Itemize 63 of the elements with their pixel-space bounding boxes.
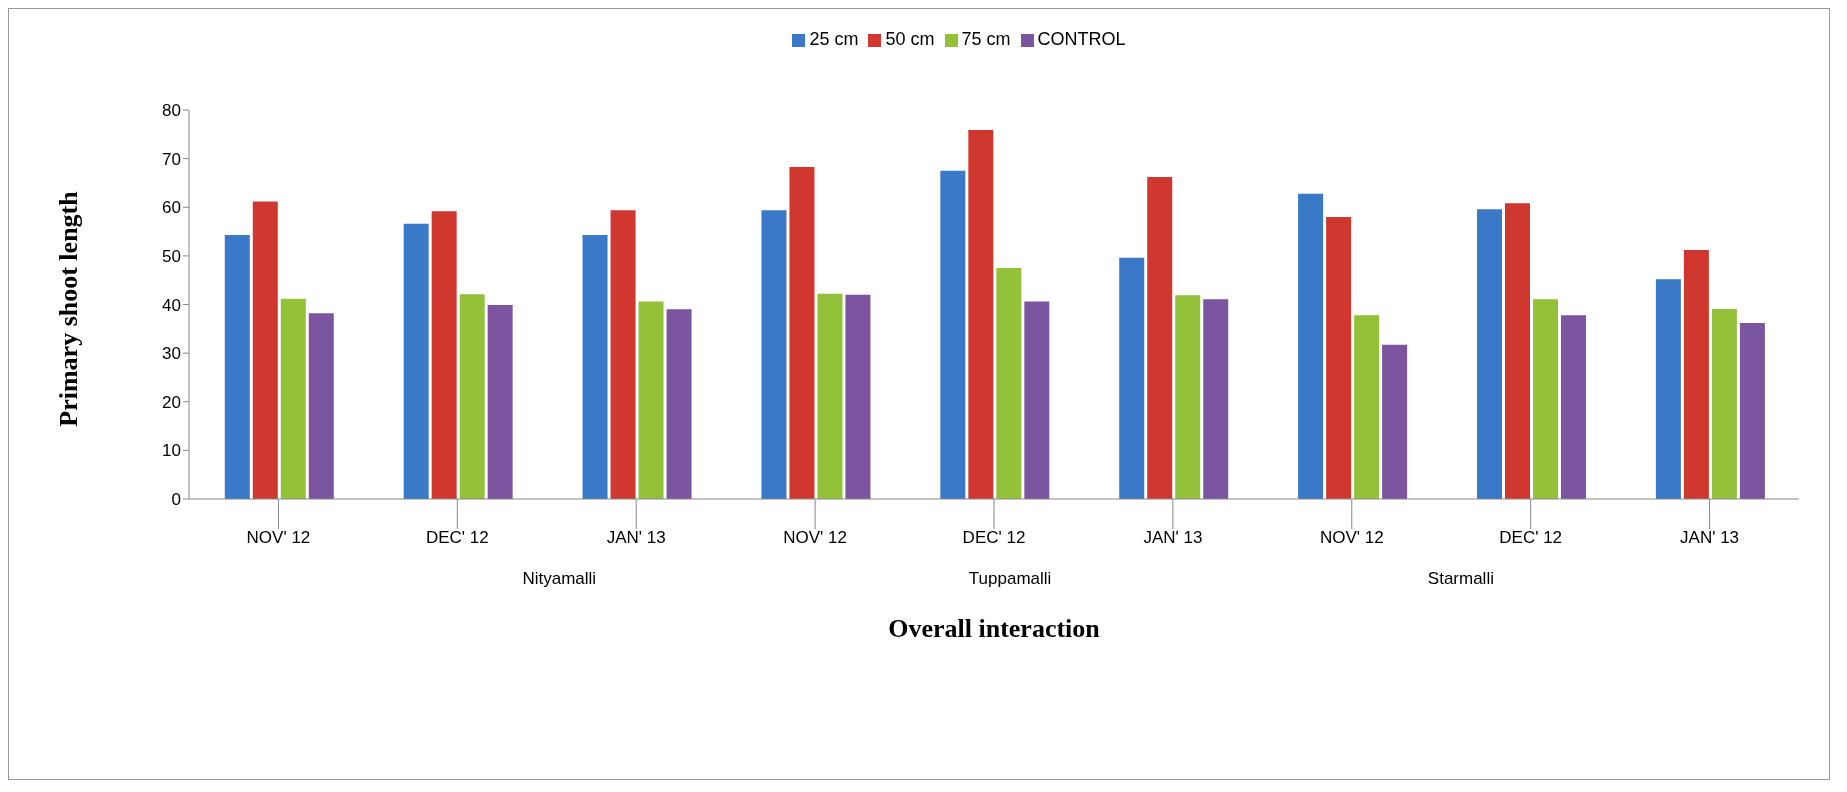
bar: [610, 210, 636, 499]
bar: [1024, 301, 1050, 499]
y-tick-label: 10: [162, 441, 181, 461]
text: Starmalli: [1427, 569, 1494, 589]
bar: [459, 294, 485, 499]
bar: [224, 234, 250, 499]
bar: [403, 223, 429, 499]
bar: [817, 293, 843, 499]
x-tick-label: JAN' 13: [1143, 528, 1203, 548]
x-tick-label: NOV' 12: [783, 528, 847, 548]
bar: [1354, 315, 1380, 499]
bar: [1655, 279, 1681, 499]
legend-label: CONTROL: [1037, 29, 1126, 49]
x-tick-label: DEC' 12: [962, 528, 1026, 548]
bar: [582, 234, 608, 499]
y-tick-label: 40: [162, 295, 181, 315]
bar: [1119, 257, 1145, 499]
y-tick-label: 70: [162, 149, 181, 169]
bar: [1739, 322, 1765, 499]
bar: [1505, 203, 1530, 499]
bar: [431, 211, 457, 499]
x-tick-label: JAN' 13: [606, 528, 666, 548]
y-tick-label: 20: [162, 392, 181, 412]
x-tick-label: NOV' 12: [1319, 528, 1384, 548]
bar: [1533, 299, 1558, 499]
bar: [1203, 299, 1229, 499]
bar: [308, 313, 334, 499]
bar: [1561, 315, 1586, 499]
bar: [1382, 344, 1408, 499]
bar: [761, 210, 787, 499]
bar: [1326, 216, 1352, 499]
legend-label: 75 cm: [961, 29, 1011, 49]
y-tick-label: 80: [162, 101, 181, 121]
x-tick-label: JAN' 13: [1680, 528, 1740, 548]
y-tick-label: 60: [162, 198, 181, 218]
bar: [1477, 209, 1502, 499]
x-tick-label: NOV' 12: [246, 528, 311, 548]
x-axis-title: Overall interaction: [888, 614, 1100, 644]
bar: [252, 201, 278, 499]
bar: [1175, 295, 1201, 499]
bar: [638, 301, 664, 499]
text: Nityamalli: [522, 569, 597, 589]
bar: [1711, 308, 1737, 499]
y-axis-title: Primary shoot length: [54, 191, 84, 427]
y-tick-label: 50: [162, 246, 181, 266]
legend-label: 25 cm: [809, 29, 859, 49]
bar: [1683, 250, 1709, 499]
y-tick-label: 30: [162, 344, 181, 364]
bar: [1298, 193, 1324, 499]
bar: [666, 309, 692, 499]
bar: [280, 298, 306, 499]
bar: [996, 268, 1022, 499]
bar: [789, 166, 815, 499]
x-tick-label: DEC' 12: [1499, 528, 1563, 548]
bar: [487, 304, 513, 499]
y-tick-label: 0: [171, 490, 181, 510]
bar: [968, 129, 994, 499]
bar: [940, 170, 966, 499]
bar: [845, 294, 871, 499]
bar: [1147, 177, 1173, 499]
legend-label: 50 cm: [885, 29, 935, 49]
x-tick-label: DEC' 12: [425, 528, 489, 548]
text: Tuppamalli: [968, 569, 1052, 589]
